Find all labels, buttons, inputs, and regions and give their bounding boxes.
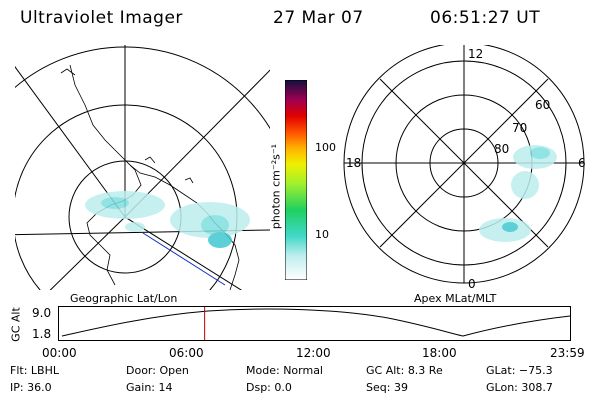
- colorbar-tick-10: 10: [315, 228, 329, 241]
- colorbar-label: photon cm⁻²s⁻¹: [269, 143, 283, 230]
- flt-field: Flt: LBHL: [10, 364, 59, 377]
- aurora-emission-left: [85, 191, 250, 248]
- geographic-map: [15, 45, 270, 290]
- aurora-emission-right: [479, 145, 557, 242]
- gain-field: Gain: 14: [126, 381, 173, 394]
- mlt-label-18: 18: [346, 156, 362, 170]
- app-title: Ultraviolet Imager: [20, 8, 183, 28]
- altitude-ylabel: GC Alt: [9, 307, 23, 342]
- mlat-label-70: 70: [512, 121, 528, 135]
- ip-field: IP: 36.0: [10, 381, 52, 394]
- colorbar-tick-100: 100: [315, 141, 336, 154]
- colorbar: [285, 80, 307, 280]
- date-label: 27 Mar 07: [273, 8, 364, 28]
- glat-field: GLat: −75.3: [486, 364, 553, 377]
- track-line: [142, 232, 226, 286]
- door-field: Door: Open: [126, 364, 189, 377]
- dsp-field: Dsp: 0.0: [246, 381, 292, 394]
- altitude-ytick-9: 9.0: [32, 306, 52, 320]
- left-panel-caption: Geographic Lat/Lon: [70, 292, 178, 305]
- time-label: 06:51:27 UT: [430, 8, 541, 28]
- xtick-12-00: 12:00: [296, 346, 331, 360]
- xtick-06-00: 06:00: [169, 346, 204, 360]
- xtick-23-59: 23:59: [550, 346, 585, 360]
- xtick-00-00: 00:00: [42, 346, 77, 360]
- altitude-ytick-1-8: 1.8: [32, 327, 52, 341]
- mlt-label-0: 0: [468, 277, 476, 291]
- mode-field: Mode: Normal: [246, 364, 323, 377]
- mlt-label-12: 12: [468, 47, 484, 61]
- glon-field: GLon: 308.7: [486, 381, 553, 394]
- gc-alt-field: GC Alt: 8.3 Re: [366, 364, 443, 377]
- mlt-label-6: 6: [578, 156, 586, 170]
- altitude-plot: [58, 306, 571, 341]
- mlat-label-60: 60: [535, 98, 551, 112]
- right-panel-caption: Apex MLat/MLT: [414, 292, 497, 305]
- apex-polar-plot: [343, 45, 585, 284]
- mlat-label-80: 80: [494, 142, 510, 156]
- seq-field: Seq: 39: [366, 381, 408, 394]
- xtick-18-00: 18:00: [422, 346, 457, 360]
